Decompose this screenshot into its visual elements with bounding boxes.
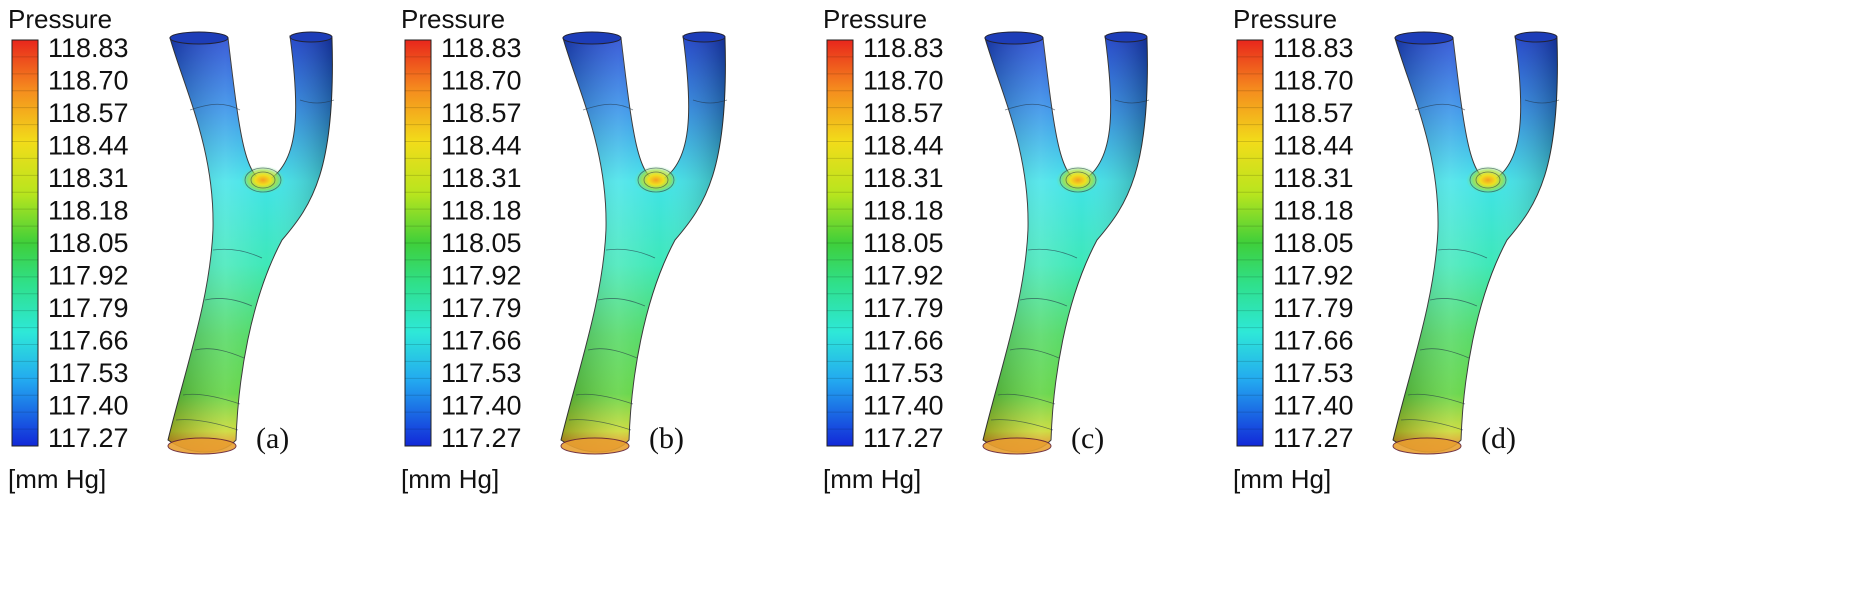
panel-label: (a)	[256, 422, 289, 455]
legend-tick-label: 117.92	[863, 261, 944, 291]
legend-tick-label: 117.53	[1273, 358, 1354, 388]
legend-title: Pressure	[1233, 4, 1337, 34]
legend-tick-label: 117.79	[1273, 293, 1354, 323]
legend-tick-label: 117.66	[48, 326, 129, 356]
legend-tick-label: 117.66	[863, 326, 944, 356]
legend-tick-label: 118.83	[48, 33, 129, 63]
vessel-contour	[560, 31, 728, 455]
legend-tick-label: 117.27	[1273, 423, 1354, 453]
legend-title: Pressure	[823, 4, 927, 34]
vessel-contour	[1392, 31, 1560, 455]
legend-tick-label: 117.27	[48, 423, 129, 453]
legend-tick-label: 118.44	[441, 131, 522, 161]
color-bar	[1236, 39, 1264, 447]
legend-tick-label: 117.40	[441, 391, 522, 421]
legend-tick-label: 118.31	[1273, 163, 1354, 193]
legend-tick-label: 117.79	[863, 293, 944, 323]
legend-tick-label: 118.05	[1273, 228, 1354, 258]
legend-tick-label: 117.53	[441, 358, 522, 388]
legend-tick-label: 118.57	[48, 98, 129, 128]
legend-tick-label: 118.05	[48, 228, 129, 258]
legend-tick-label: 117.53	[863, 358, 944, 388]
legend-tick-label: 117.40	[1273, 391, 1354, 421]
panel: Pressure118.83118.70118.57118.44118.3111…	[401, 4, 728, 494]
legend-tick-label: 117.79	[441, 293, 522, 323]
legend-tick-label: 118.83	[863, 33, 944, 63]
panel: Pressure118.83118.70118.57118.44118.3111…	[1233, 4, 1560, 494]
legend-tick-label: 117.92	[48, 261, 129, 291]
legend-unit: [mm Hg]	[1233, 464, 1331, 494]
legend-tick-label: 118.31	[48, 163, 129, 193]
legend-tick-label: 118.57	[441, 98, 522, 128]
color-bar	[11, 39, 39, 447]
legend-title: Pressure	[401, 4, 505, 34]
legend-tick-label: 118.31	[441, 163, 522, 193]
vessel-contour	[167, 31, 335, 455]
legend-tick-label: 117.53	[48, 358, 129, 388]
legend-tick-label: 118.18	[863, 196, 944, 226]
legend-tick-label: 118.70	[1273, 66, 1354, 96]
legend-tick-label: 118.18	[48, 196, 129, 226]
legend-tick-label: 117.66	[1273, 326, 1354, 356]
legend-tick-label: 117.40	[863, 391, 944, 421]
panel-label: (d)	[1481, 422, 1516, 455]
legend-unit: [mm Hg]	[823, 464, 921, 494]
legend-tick-label: 118.57	[1273, 98, 1354, 128]
legend-unit: [mm Hg]	[401, 464, 499, 494]
vessel-contour	[982, 31, 1150, 455]
legend-tick-label: 117.66	[441, 326, 522, 356]
legend-tick-label: 118.05	[863, 228, 944, 258]
legend-tick-label: 118.70	[48, 66, 129, 96]
legend-tick-label: 118.18	[1273, 196, 1354, 226]
legend-tick-label: 118.57	[863, 98, 944, 128]
legend-tick-label: 117.27	[863, 423, 944, 453]
legend-tick-label: 118.31	[863, 163, 944, 193]
legend-tick-label: 117.92	[1273, 261, 1354, 291]
legend-tick-label: 117.27	[441, 423, 522, 453]
legend-tick-label: 118.44	[863, 131, 944, 161]
panel-label: (b)	[649, 422, 684, 455]
legend-title: Pressure	[8, 4, 112, 34]
legend-tick-label: 118.70	[863, 66, 944, 96]
panel: Pressure118.83118.70118.57118.44118.3111…	[823, 4, 1150, 494]
legend-tick-label: 118.05	[441, 228, 522, 258]
legend-tick-label: 118.70	[441, 66, 522, 96]
legend-unit: [mm Hg]	[8, 464, 106, 494]
color-bar	[826, 39, 854, 447]
legend-tick-label: 118.44	[1273, 131, 1354, 161]
panel: Pressure118.83118.70118.57118.44118.3111…	[8, 4, 335, 494]
legend-tick-label: 118.83	[1273, 33, 1354, 63]
legend-tick-label: 117.79	[48, 293, 129, 323]
legend-tick-label: 117.92	[441, 261, 522, 291]
legend-tick-label: 118.83	[441, 33, 522, 63]
legend-tick-label: 118.44	[48, 131, 129, 161]
panel-label: (c)	[1071, 422, 1104, 455]
color-bar	[404, 39, 432, 447]
legend-tick-label: 118.18	[441, 196, 522, 226]
legend-tick-label: 117.40	[48, 391, 129, 421]
